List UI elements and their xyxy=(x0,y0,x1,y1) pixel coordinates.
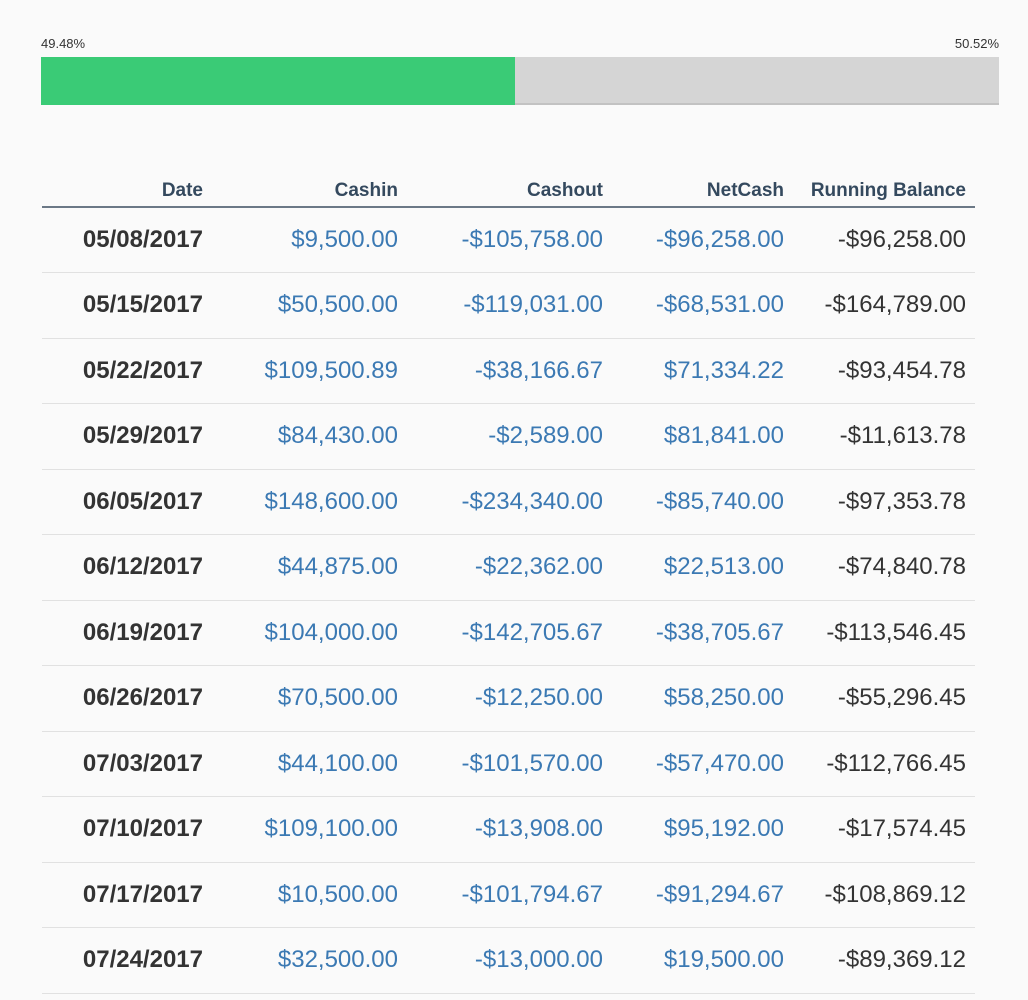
table-cell: 06/05/2017 xyxy=(42,469,211,535)
table-cell: $19,500.00 xyxy=(611,927,792,994)
table-cell: 05/08/2017 xyxy=(42,207,211,273)
table-cell: 07/03/2017 xyxy=(42,731,211,797)
table-cell: $50,500.00 xyxy=(211,272,406,339)
table-cell: -$85,740.00 xyxy=(611,469,792,535)
table-cell: -$96,258.00 xyxy=(611,207,792,273)
table-cell: -$2,589.00 xyxy=(406,403,611,470)
table-cell: 05/15/2017 xyxy=(42,272,211,339)
table-cell: $148,600.00 xyxy=(211,469,406,535)
table-cell: $32,500.00 xyxy=(211,927,406,994)
column-header: Running Balance xyxy=(792,170,975,208)
table-cell: -$12,250.00 xyxy=(406,665,611,732)
table-cell: -$91,294.67 xyxy=(611,862,792,928)
table-row: 06/19/2017 $104,000.00 -$142,705.67 -$38,70… xyxy=(42,600,975,666)
table-head: Date Cashin Cashout NetCash Running Balance xyxy=(42,170,975,208)
table-row: 07/03/2017 $44,100.00 -$101,570.00 -$57,470… xyxy=(42,731,975,797)
table-cell: 06/26/2017 xyxy=(42,665,211,732)
table-cell: -$101,570.00 xyxy=(406,731,611,797)
table-row: 06/12/2017 $44,875.00 -$22,362.00 $22,513.0… xyxy=(42,534,975,601)
table-cell: -$13,000.00 xyxy=(406,927,611,994)
table-row: 07/10/2017 $109,100.00 -$13,908.00 $95,192.… xyxy=(42,796,975,863)
table-cell: $22,513.00 xyxy=(611,534,792,601)
table-cell: $9,500.00 xyxy=(211,207,406,273)
progress-labels: 49.48% 50.52% xyxy=(41,36,999,52)
table-cell: 07/24/2017 xyxy=(42,927,211,994)
cash-table: Date Cashin Cashout NetCash Running Balance … xyxy=(42,170,975,994)
table-cell: -$119,031.00 xyxy=(406,272,611,339)
table-cell: $58,250.00 xyxy=(611,665,792,732)
table-cell: -$108,869.12 xyxy=(792,862,975,928)
progress-filled xyxy=(41,57,516,105)
table-cell: -$68,531.00 xyxy=(611,272,792,339)
table-cell: -$93,454.78 xyxy=(792,338,975,404)
table-row: 07/24/2017 $32,500.00 -$13,000.00 $19,500.0… xyxy=(42,927,975,994)
table-cell: -$38,166.67 xyxy=(406,338,611,404)
table-cell: -$11,613.78 xyxy=(792,403,975,470)
table-cell: -$112,766.45 xyxy=(792,731,975,797)
table-cell: $109,500.89 xyxy=(211,338,406,404)
column-header: NetCash xyxy=(611,170,792,208)
table-cell: -$55,296.45 xyxy=(792,665,975,732)
table-cell: -$105,758.00 xyxy=(406,207,611,273)
table-cell: $10,500.00 xyxy=(211,862,406,928)
table-row: 07/17/2017 $10,500.00 -$101,794.67 -$91,294… xyxy=(42,862,975,928)
table-cell: $44,100.00 xyxy=(211,731,406,797)
table-cell: $84,430.00 xyxy=(211,403,406,470)
table-cell: 07/10/2017 xyxy=(42,796,211,863)
table-cell: 06/12/2017 xyxy=(42,534,211,601)
table-cell: -$57,470.00 xyxy=(611,731,792,797)
table-cell: -$142,705.67 xyxy=(406,600,611,666)
table-cell: 06/19/2017 xyxy=(42,600,211,666)
table-cell: $81,841.00 xyxy=(611,403,792,470)
progress-remaining xyxy=(515,57,999,105)
table-cell: -$17,574.45 xyxy=(792,796,975,863)
table-cell: -$113,546.45 xyxy=(792,600,975,666)
table-cell: -$38,705.67 xyxy=(611,600,792,666)
table-cell: -$101,794.67 xyxy=(406,862,611,928)
table-cell: -$234,340.00 xyxy=(406,469,611,535)
table-cell: 07/17/2017 xyxy=(42,862,211,928)
table-row: 05/15/2017 $50,500.00 -$119,031.00 -$68,531… xyxy=(42,272,975,339)
column-header: Date xyxy=(42,170,211,208)
progress-bar xyxy=(41,57,999,105)
table-body: 05/08/2017 $9,500.00 -$105,758.00 -$96,258.… xyxy=(42,207,975,994)
table-cell: 05/29/2017 xyxy=(42,403,211,470)
progress-label: 50.52% xyxy=(954,36,999,51)
header-row: Date Cashin Cashout NetCash Running Balance xyxy=(42,170,975,208)
table-cell: $104,000.00 xyxy=(211,600,406,666)
table-cell: -$164,789.00 xyxy=(792,272,975,339)
column-header: Cashin xyxy=(211,170,406,208)
table-row: 05/29/2017 $84,430.00 -$2,589.00 $81,841.00… xyxy=(42,403,975,470)
table-row: 06/26/2017 $70,500.00 -$12,250.00 $58,250.0… xyxy=(42,665,975,732)
table-cell: -$13,908.00 xyxy=(406,796,611,863)
table-cell: -$74,840.78 xyxy=(792,534,975,601)
table-row: 05/08/2017 $9,500.00 -$105,758.00 -$96,258.… xyxy=(42,207,975,273)
table-cell: $109,100.00 xyxy=(211,796,406,863)
progress-label: 49.48% xyxy=(41,36,86,51)
table-row: 06/05/2017 $148,600.00 -$234,340.00 -$85,74… xyxy=(42,469,975,535)
table-cell: -$22,362.00 xyxy=(406,534,611,601)
table-cell: $71,334.22 xyxy=(611,338,792,404)
column-header: Cashout xyxy=(406,170,611,208)
table-cell: 05/22/2017 xyxy=(42,338,211,404)
table-cell: $70,500.00 xyxy=(211,665,406,732)
table-cell: $95,192.00 xyxy=(611,796,792,863)
table-cell: $44,875.00 xyxy=(211,534,406,601)
table-cell: -$89,369.12 xyxy=(792,927,975,994)
table-row: 05/22/2017 $109,500.89 -$38,166.67 $71,334.… xyxy=(42,338,975,404)
table-cell: -$96,258.00 xyxy=(792,207,975,273)
table-cell: -$97,353.78 xyxy=(792,469,975,535)
